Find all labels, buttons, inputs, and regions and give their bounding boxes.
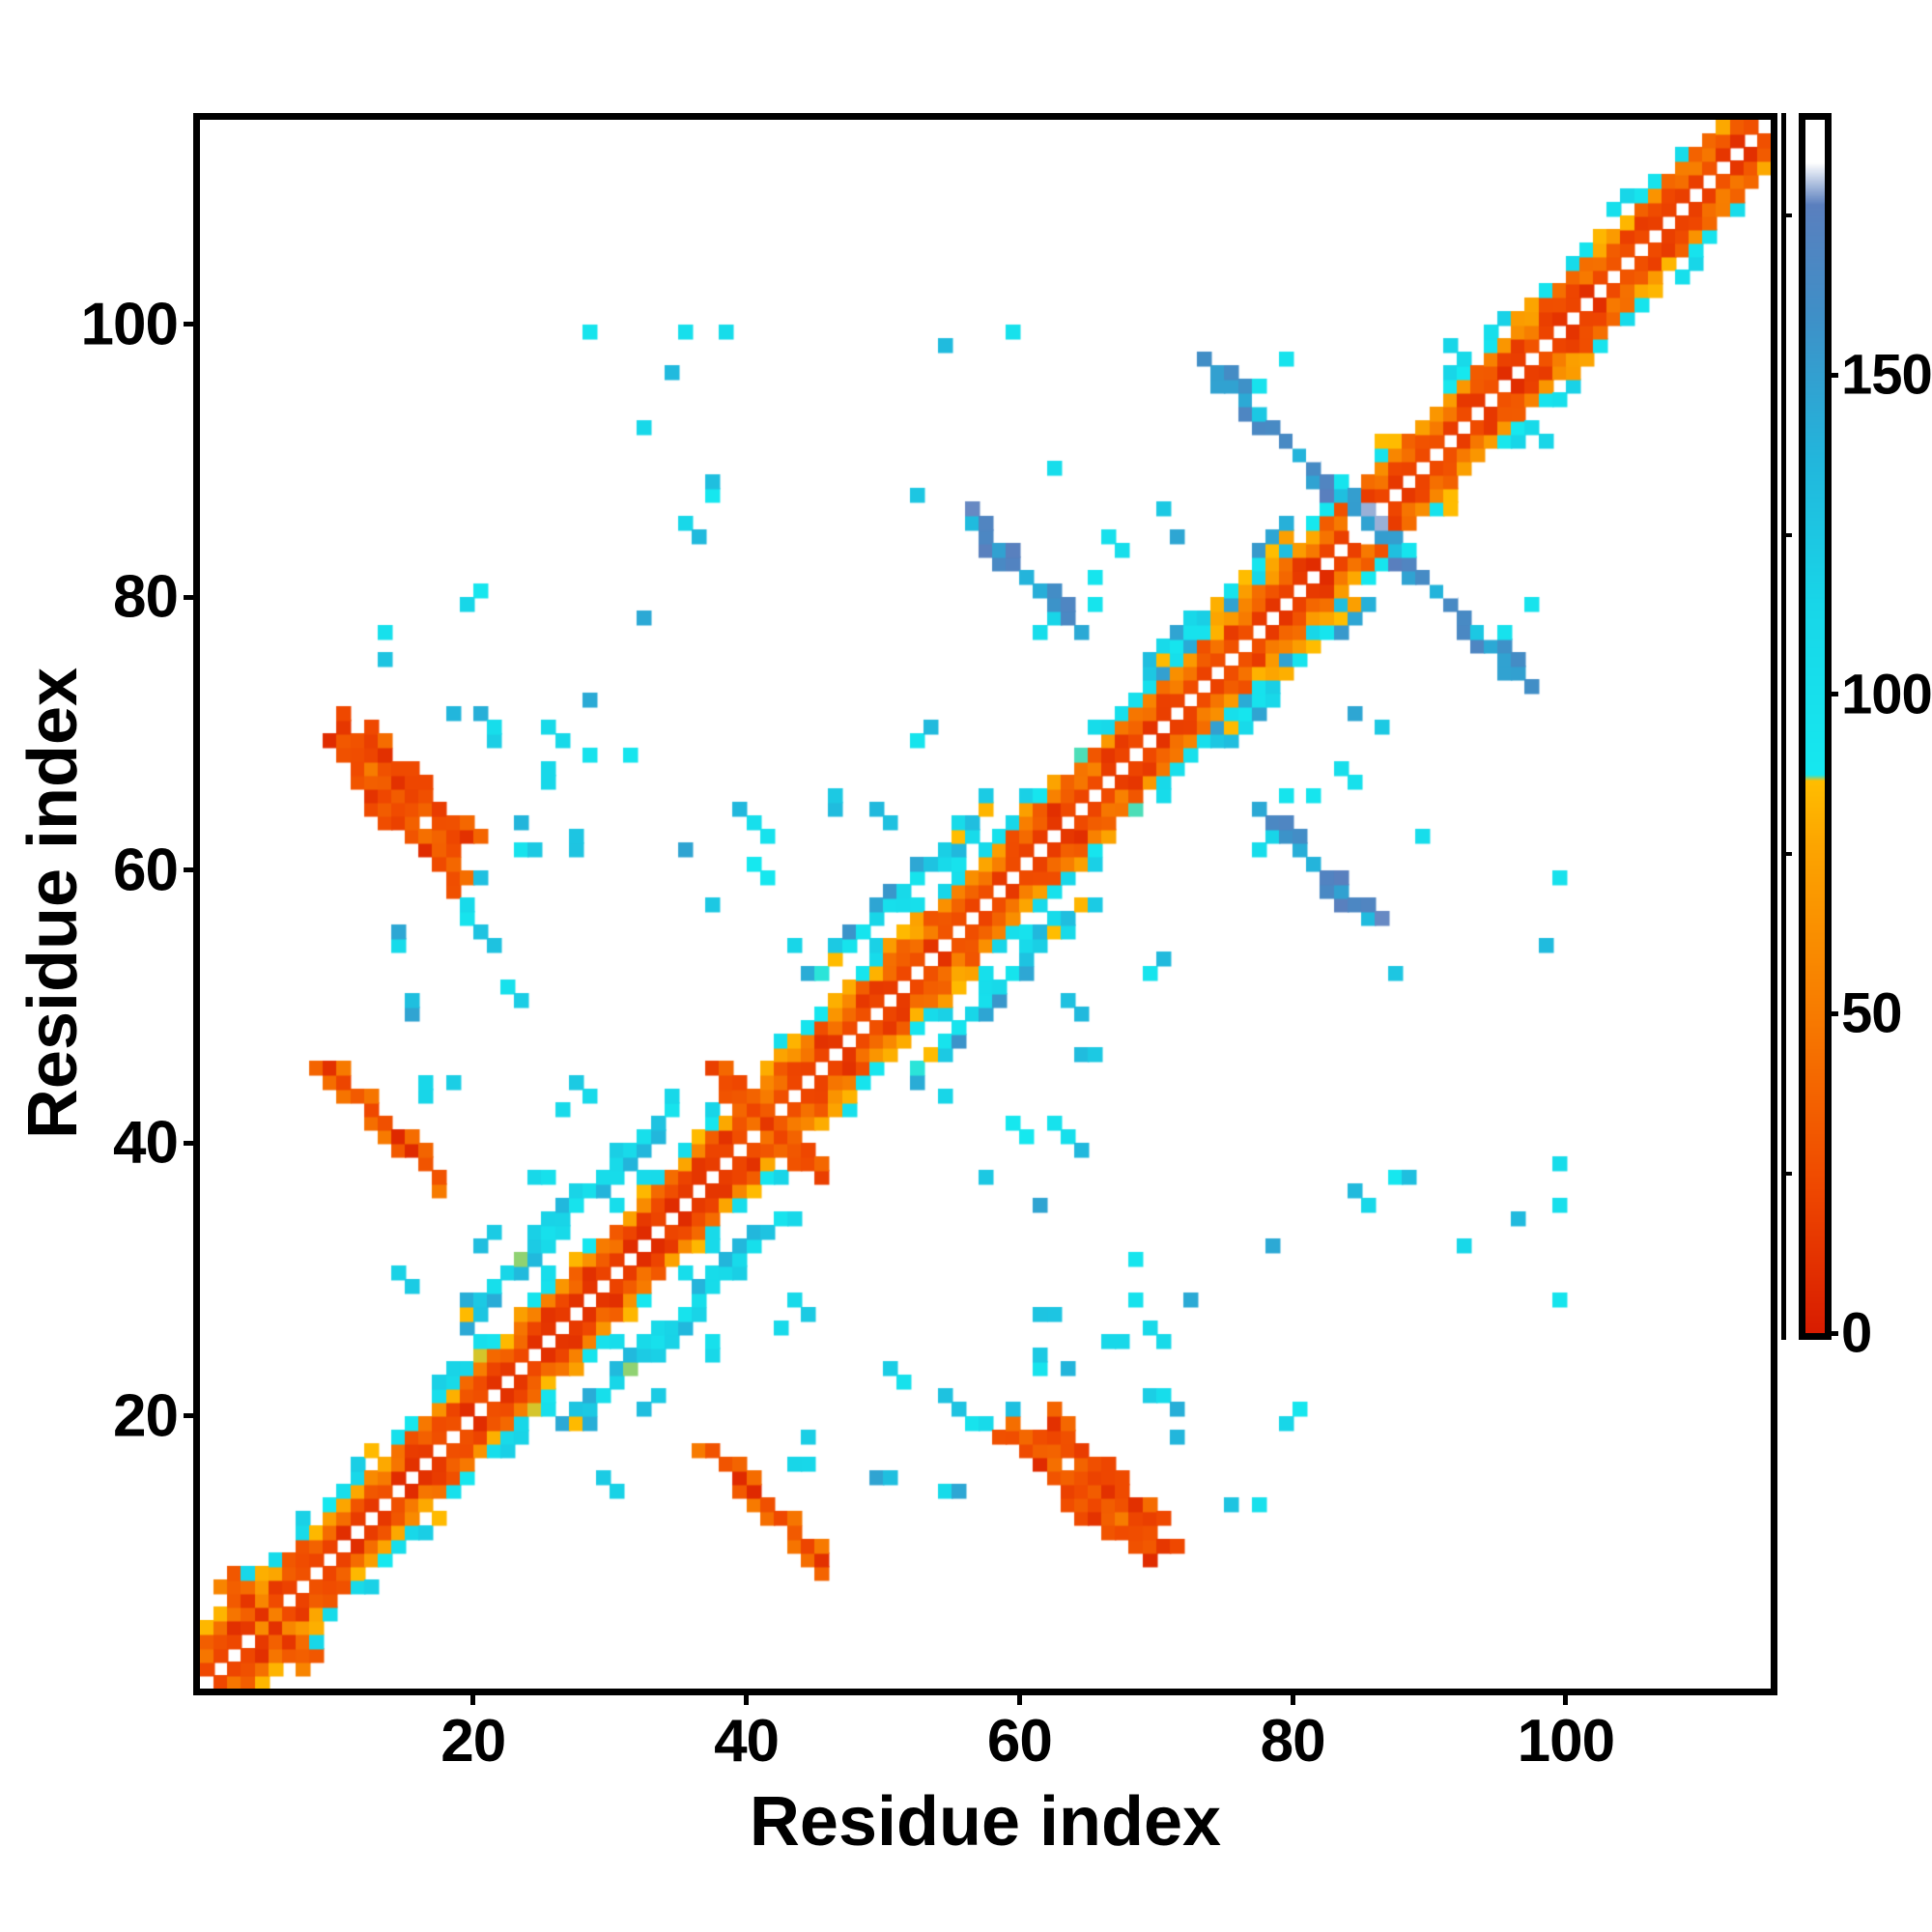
y-tick-label: 100 (80, 291, 179, 358)
y-tick-mark (184, 1140, 200, 1146)
x-tick-label: 100 (1517, 1708, 1615, 1775)
colorbar-minor-tick (1783, 532, 1792, 537)
y-tick-mark (184, 322, 200, 327)
y-tick-label: 60 (113, 837, 179, 904)
colorbar-tick-mark (1825, 1010, 1838, 1016)
colorbar-minor-tick (1783, 852, 1792, 857)
colorbar-outer-spine (1781, 113, 1786, 1340)
colorbar-tick-label: 50 (1841, 981, 1903, 1045)
colorbar-tick-mark (1825, 1330, 1838, 1336)
y-tick-label: 20 (113, 1382, 179, 1450)
x-tick-mark (1290, 1689, 1295, 1705)
colorbar[interactable] (1799, 113, 1832, 1340)
x-axis-title: Residue index (749, 1783, 1222, 1861)
contact-map-plot-area[interactable] (193, 113, 1777, 1695)
colorbar-tick-label: 150 (1841, 343, 1932, 407)
x-tick-mark (744, 1689, 750, 1705)
x-tick-mark (1016, 1689, 1022, 1705)
x-tick-label: 20 (440, 1708, 506, 1775)
y-tick-mark (184, 594, 200, 600)
x-tick-label: 80 (1260, 1708, 1326, 1775)
y-tick-mark (184, 867, 200, 873)
colorbar-tick-label: 0 (1841, 1301, 1872, 1365)
x-tick-label: 60 (986, 1708, 1053, 1775)
colorbar-gradient (1805, 120, 1825, 1333)
y-tick-label: 40 (113, 1109, 179, 1177)
colorbar-tick-mark (1825, 692, 1838, 697)
colorbar-tick-label: 100 (1841, 663, 1932, 726)
x-tick-mark (470, 1689, 476, 1705)
colorbar-minor-tick (1783, 213, 1792, 218)
x-tick-label: 40 (714, 1708, 780, 1775)
colorbar-minor-tick (1783, 1171, 1792, 1176)
y-tick-mark (184, 1413, 200, 1419)
y-axis-title: Residue index (14, 667, 92, 1140)
contact-map-canvas[interactable] (200, 120, 1771, 1689)
x-tick-mark (1563, 1689, 1569, 1705)
y-tick-label: 80 (113, 563, 179, 631)
colorbar-tick-mark (1825, 372, 1838, 378)
